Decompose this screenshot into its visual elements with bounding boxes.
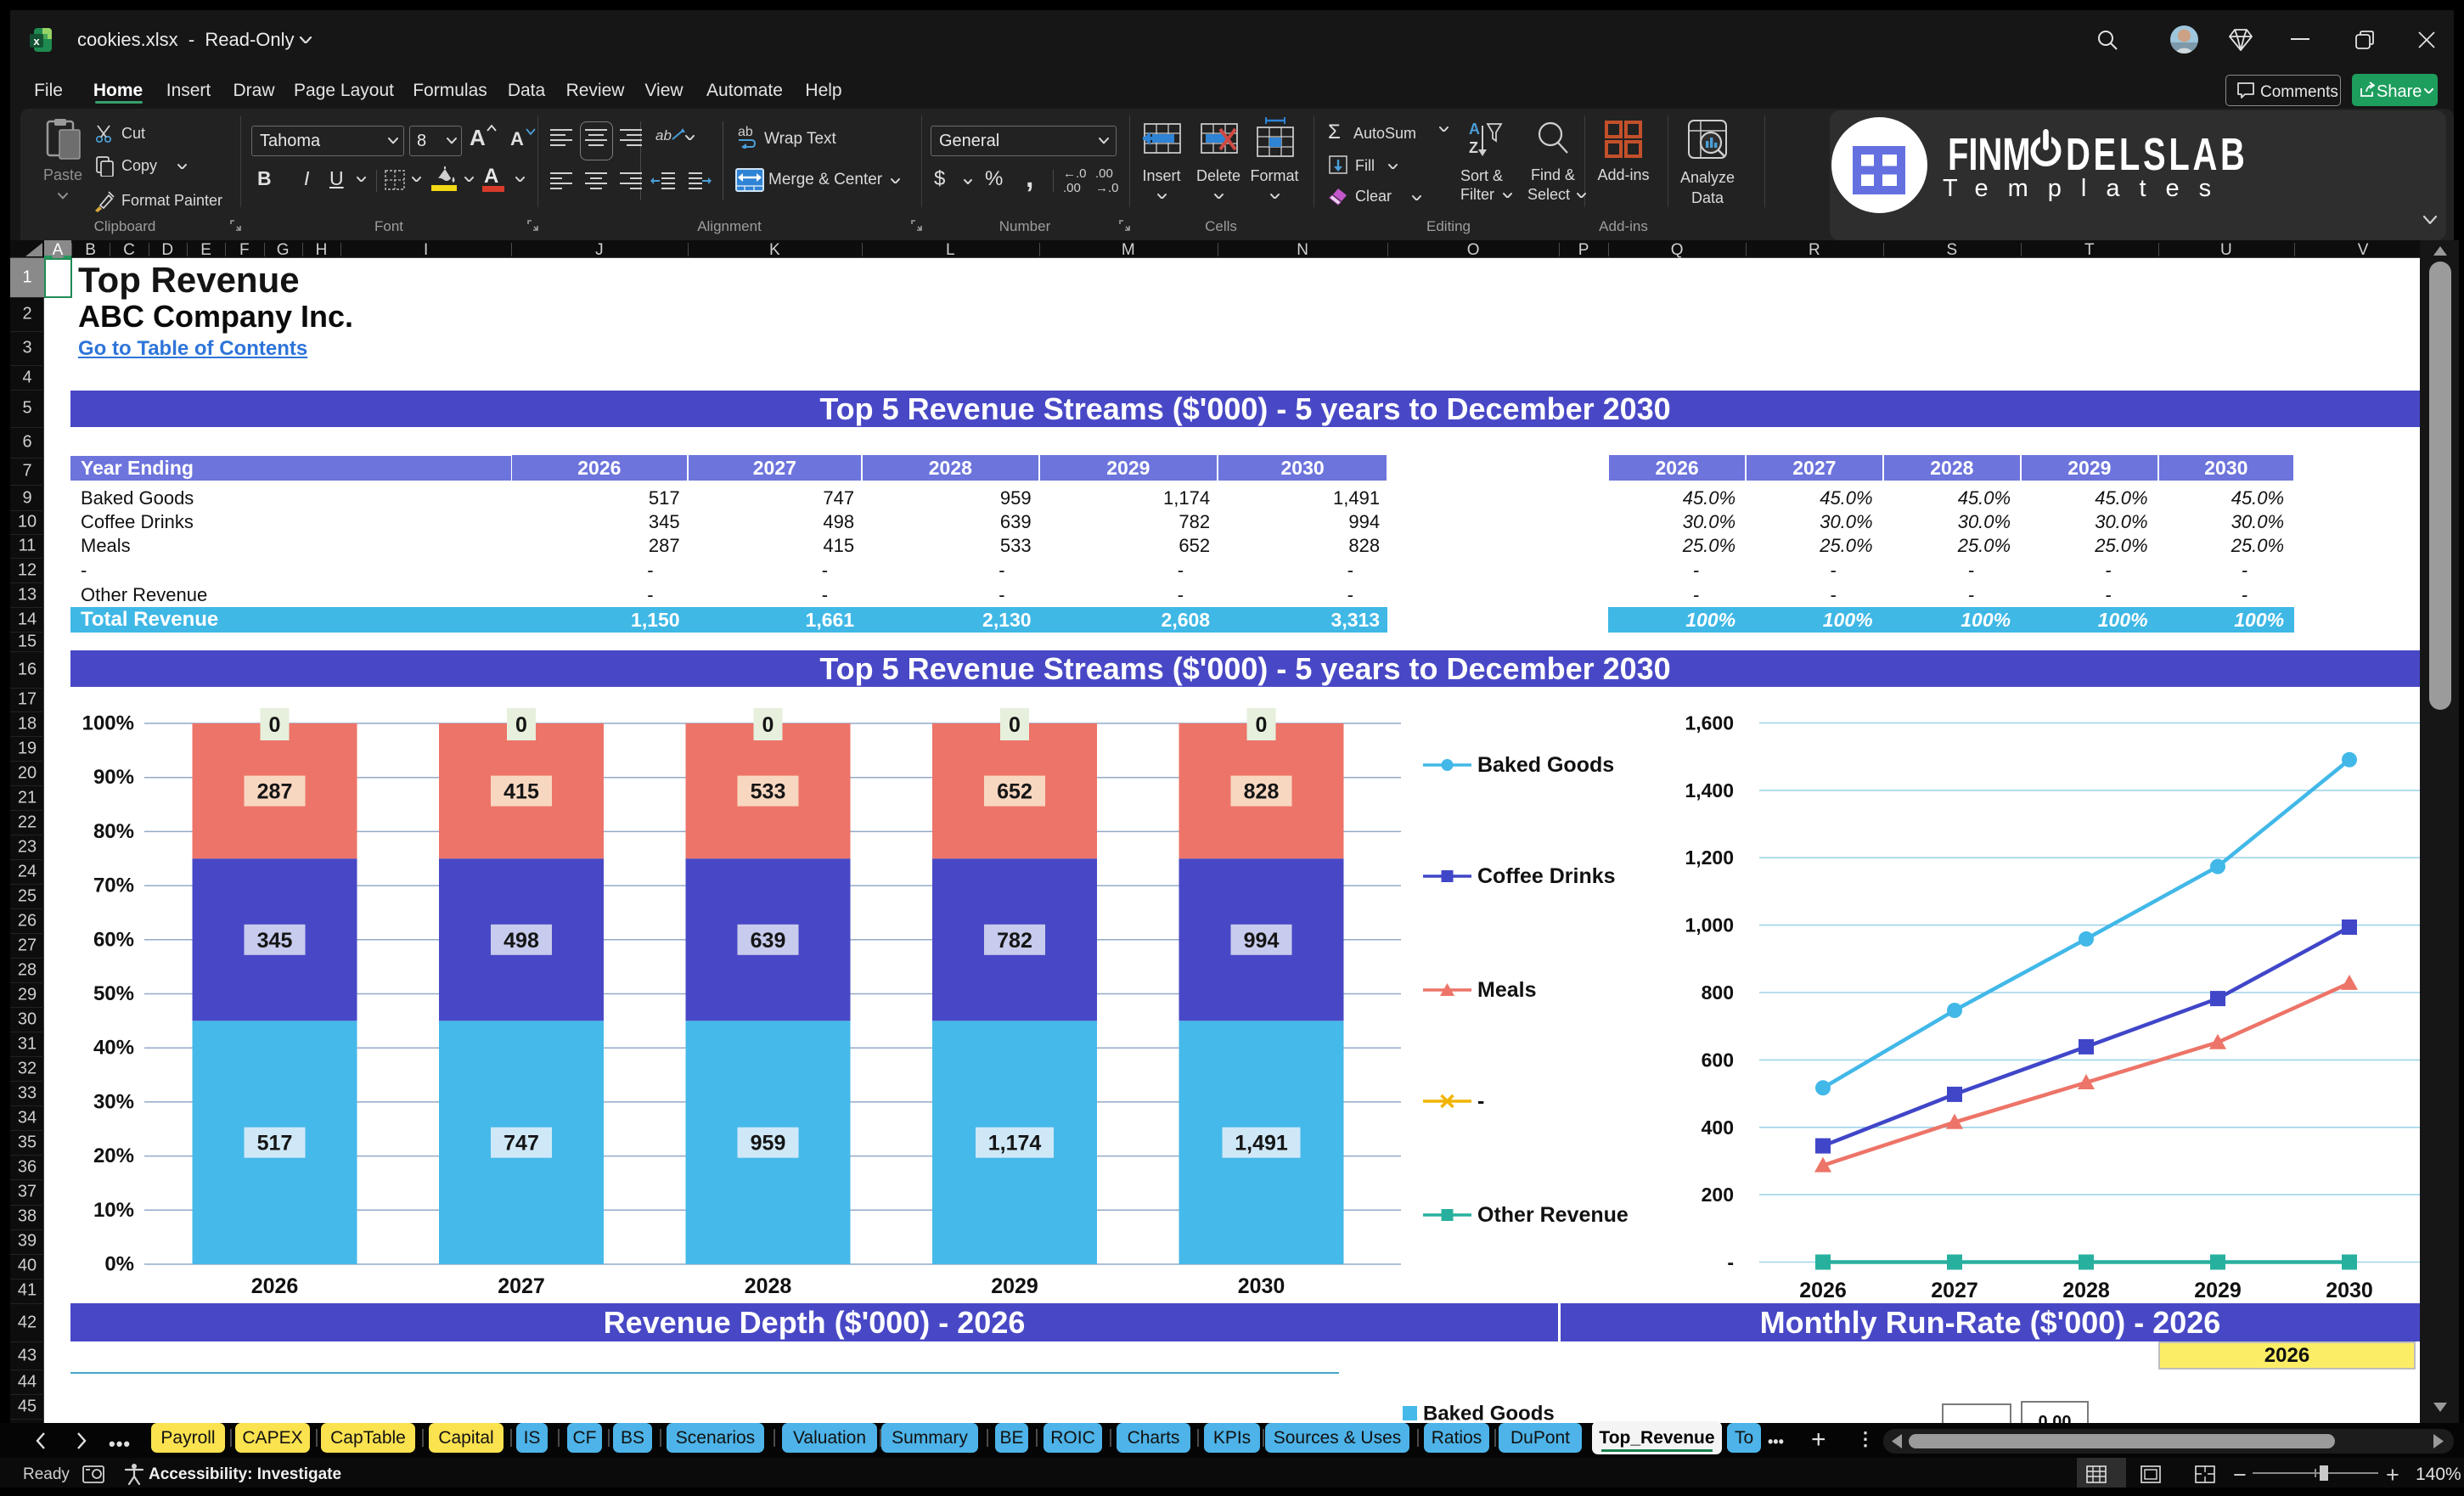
svg-text:60%: 60% (93, 928, 134, 951)
svg-text:Other Revenue: Other Revenue (1477, 1203, 1629, 1227)
svg-text:2030: 2030 (1238, 1274, 1285, 1298)
svg-text:2027: 2027 (498, 1274, 545, 1298)
svg-text:800: 800 (1702, 981, 1734, 1004)
svg-text:30%: 30% (93, 1090, 134, 1113)
svg-text:Z: Z (1469, 139, 1478, 156)
svg-text:1,600: 1,600 (1685, 712, 1734, 734)
svg-text:600: 600 (1702, 1049, 1734, 1071)
svg-text:287: 287 (257, 780, 293, 804)
svg-text:50%: 50% (93, 982, 134, 1005)
svg-text:782: 782 (997, 929, 1032, 953)
svg-text:828: 828 (1244, 780, 1280, 804)
svg-text:517: 517 (257, 1132, 293, 1156)
svg-text:2027: 2027 (1931, 1279, 1978, 1302)
svg-text:x: x (33, 35, 40, 48)
svg-text:652: 652 (997, 780, 1032, 804)
svg-text:90%: 90% (93, 766, 134, 789)
svg-text:2026: 2026 (251, 1274, 299, 1298)
svg-text:10%: 10% (93, 1199, 134, 1222)
svg-text:0: 0 (762, 713, 774, 737)
svg-text:1,491: 1,491 (1235, 1132, 1288, 1156)
svg-text:20%: 20% (93, 1144, 134, 1167)
svg-text:40%: 40% (93, 1037, 134, 1060)
svg-text:70%: 70% (93, 875, 134, 897)
svg-text:200: 200 (1702, 1184, 1734, 1206)
svg-text:100%: 100% (82, 712, 134, 735)
svg-text:Meals: Meals (1477, 978, 1536, 1002)
svg-text:2029: 2029 (2194, 1279, 2242, 1302)
svg-text:747: 747 (503, 1132, 539, 1156)
svg-text:0: 0 (1009, 713, 1021, 737)
svg-text:2030: 2030 (2326, 1279, 2373, 1302)
svg-text:Baked Goods: Baked Goods (1423, 1403, 1555, 1426)
svg-text:0: 0 (1256, 713, 1268, 737)
svg-text:-: - (1727, 1251, 1734, 1274)
svg-text:1,200: 1,200 (1685, 846, 1734, 869)
svg-text:1,000: 1,000 (1685, 914, 1734, 936)
svg-text:994: 994 (1244, 929, 1280, 953)
svg-text:A: A (1469, 121, 1480, 138)
svg-text:639: 639 (751, 929, 786, 953)
svg-text:1,400: 1,400 (1685, 779, 1734, 801)
svg-text:2028: 2028 (2062, 1279, 2110, 1302)
svg-text:0: 0 (515, 713, 527, 737)
svg-text:2028: 2028 (745, 1274, 792, 1298)
svg-text:Coffee Drinks: Coffee Drinks (1477, 864, 1616, 888)
svg-text:0%: 0% (104, 1253, 134, 1276)
svg-text:415: 415 (503, 780, 539, 804)
svg-text:1,174: 1,174 (988, 1132, 1042, 1156)
svg-text:498: 498 (503, 929, 539, 953)
svg-text:400: 400 (1702, 1116, 1734, 1139)
svg-text:533: 533 (751, 780, 786, 804)
svg-text:2026: 2026 (1799, 1279, 1847, 1302)
svg-text:345: 345 (257, 929, 293, 953)
svg-text:2029: 2029 (991, 1274, 1038, 1298)
svg-text:959: 959 (751, 1132, 786, 1156)
svg-text:80%: 80% (93, 820, 134, 843)
svg-text:0: 0 (269, 713, 281, 737)
svg-text:-: - (1477, 1089, 1484, 1113)
svg-text:Baked Goods: Baked Goods (1477, 753, 1614, 777)
